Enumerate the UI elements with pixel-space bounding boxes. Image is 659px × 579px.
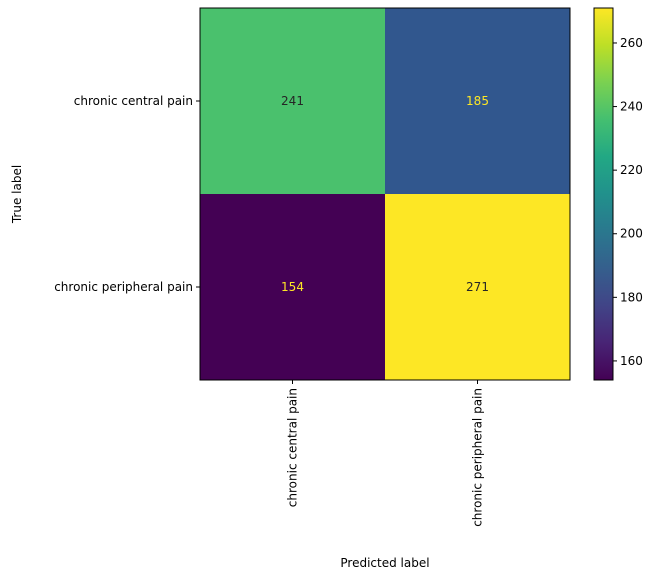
cell-value-label: 271: [466, 280, 489, 294]
y-tick-label: chronic central pain: [74, 94, 193, 108]
y-tick-label: chronic peripheral pain: [54, 280, 193, 294]
heatmap-cell: [200, 194, 385, 380]
heatmap-cell: [385, 8, 570, 194]
colorbar-tick-label: 180: [620, 290, 643, 304]
heatmap-cell: [385, 194, 570, 380]
colorbar-ticks: 160 180 200 220 240 260: [613, 36, 643, 368]
colorbar-tick-label: 160: [620, 354, 643, 368]
x-tick-label: chronic central pain: [286, 388, 300, 507]
colorbar-tick-label: 260: [620, 36, 643, 50]
cell-value-label: 241: [281, 94, 304, 108]
x-axis-ticks: chronic central pain chronic peripheral p…: [286, 380, 485, 527]
x-axis-label: Predicted label: [340, 556, 429, 570]
colorbar-tick-label: 220: [620, 163, 643, 177]
y-axis-ticks: chronic central pain chronic peripheral p…: [54, 94, 200, 294]
x-tick-label: chronic peripheral pain: [471, 388, 485, 527]
cell-value-label: 185: [466, 94, 489, 108]
heatmap-cell: [200, 8, 385, 194]
plot-frame: [199, 7, 571, 381]
cell-value-label: 154: [281, 280, 304, 294]
colorbar-tick-label: 200: [620, 227, 643, 241]
heatmap-cell-labels: 241 185 154 271: [281, 94, 489, 294]
colorbar-tick-label: 240: [620, 100, 643, 114]
y-axis-label: True label: [10, 165, 24, 224]
colorbar-gradient: [593, 7, 614, 381]
colorbar: 160 180 200 220 240 260: [593, 7, 643, 381]
heatmap-cells: [200, 8, 570, 380]
